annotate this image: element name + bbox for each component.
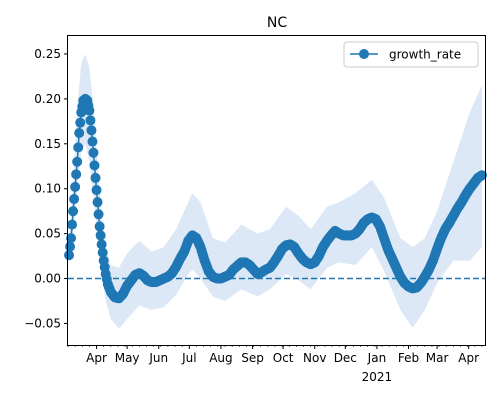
data-point: [88, 147, 99, 158]
x-tick-label: Mar: [426, 351, 449, 365]
data-point: [66, 233, 77, 244]
plot-frame: [67, 35, 486, 346]
legend: growth_rate: [343, 41, 479, 68]
y-tick-label: 0.20: [34, 92, 61, 106]
data-point: [68, 206, 79, 217]
x-tick-label: Oct: [273, 351, 294, 365]
data-point: [72, 156, 83, 167]
data-point: [97, 247, 108, 258]
data-point: [95, 230, 106, 241]
x-tick-label: Dec: [334, 351, 357, 365]
confidence-band-area: [69, 54, 482, 329]
y-tick-label: −0.05: [24, 316, 61, 330]
legend-label-growth-rate: growth_rate: [389, 48, 461, 62]
data-point: [94, 221, 105, 232]
x-tick-label: Apr: [86, 351, 107, 365]
data-point: [89, 160, 100, 171]
data-point: [92, 197, 103, 208]
legend-box: [343, 41, 479, 68]
y-tick-label: 0.05: [34, 227, 61, 241]
data-point: [91, 185, 102, 196]
data-point: [84, 105, 95, 116]
data-point: [86, 125, 97, 136]
data-point: [73, 142, 84, 153]
data-point: [87, 136, 98, 147]
x-year-label: 2021: [362, 370, 393, 384]
data-point: [71, 169, 82, 180]
y-tick-label: 0.25: [34, 47, 61, 61]
data-point: [74, 128, 85, 139]
x-axis: Apr May Jun Jul Aug Sep Oct Nov Dec Jan Feb Mar Apr 2…: [67, 345, 483, 384]
y-tick-label: 0.15: [34, 137, 61, 151]
data-point: [96, 239, 107, 250]
x-tick-label: Feb: [398, 351, 419, 365]
data-point: [90, 172, 101, 183]
confidence-band: [69, 54, 482, 329]
x-tick-label: May: [115, 351, 140, 365]
data-point: [70, 181, 81, 192]
data-point: [93, 209, 104, 220]
x-tick-label: Aug: [209, 351, 232, 365]
x-tick-label: Sep: [241, 351, 264, 365]
y-tick-label: 0.00: [34, 272, 61, 286]
growth-rate-points: [64, 93, 487, 304]
data-point: [85, 115, 96, 126]
x-tick-label: Nov: [303, 351, 326, 365]
y-tick-label: 0.10: [34, 182, 61, 196]
data-point: [64, 250, 75, 261]
x-tick-label: Jun: [148, 351, 168, 365]
data-point: [69, 194, 80, 205]
chart-title: NC: [267, 15, 287, 31]
data-point: [476, 170, 487, 181]
data-point: [75, 117, 86, 128]
x-tick-label: Apr: [458, 351, 479, 365]
data-point: [67, 219, 78, 230]
x-tick-label: Jan: [367, 351, 387, 365]
y-axis: −0.05 0.00 0.05 0.10 0.15 0.20 0.25: [24, 47, 68, 330]
data-point: [65, 241, 76, 252]
legend-marker-swatch: [359, 49, 369, 59]
x-tick-label: Jul: [181, 351, 196, 365]
